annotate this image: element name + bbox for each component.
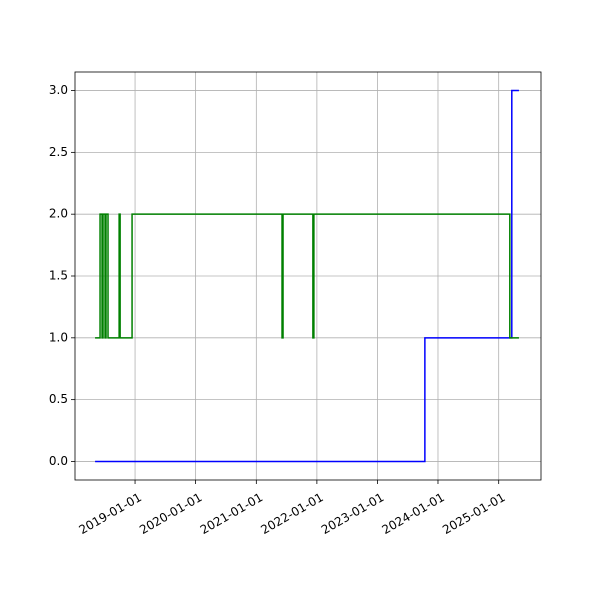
plot-frame — [74, 71, 542, 481]
y-tick-label: 0.0 — [49, 454, 68, 468]
y-tick-label: 2.5 — [49, 145, 68, 159]
data-line — [95, 213, 519, 339]
y-tick-label: 2.0 — [49, 207, 68, 221]
y-tick-label: 1.5 — [49, 269, 68, 283]
y-tick-label: 0.5 — [49, 392, 68, 406]
y-tick-label: 3.0 — [49, 83, 68, 97]
data-line — [95, 89, 519, 463]
y-tick-label: 1.0 — [49, 330, 68, 344]
